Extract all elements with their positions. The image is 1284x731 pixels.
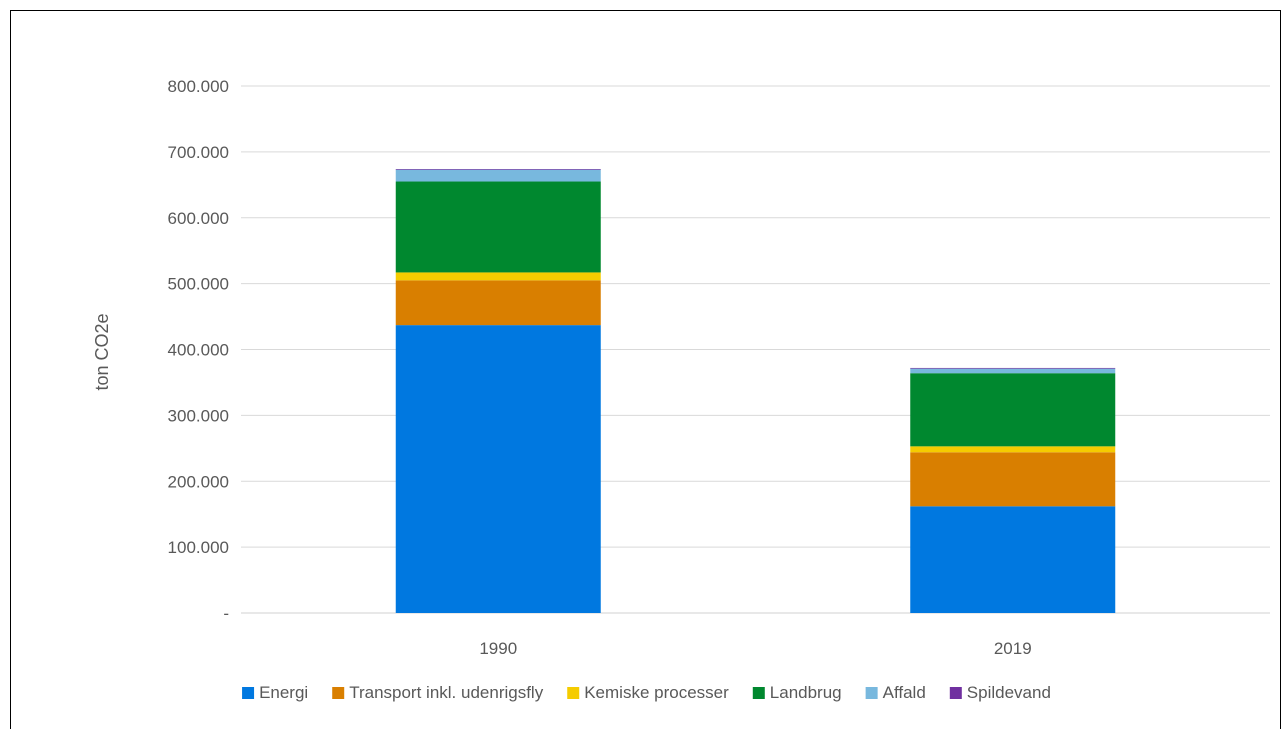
y-tick-label: 700.000 bbox=[168, 143, 229, 162]
bar-segment bbox=[395, 181, 601, 273]
legend-item: Landbrug bbox=[752, 683, 842, 702]
bar-segment bbox=[910, 506, 1116, 613]
chart: - 100.000 200.000 300.000 400.000 500.000 600.… bbox=[92, 77, 1270, 702]
bar-segment bbox=[395, 169, 601, 170]
bar-segment bbox=[910, 452, 1116, 507]
legend-swatch bbox=[865, 687, 878, 699]
y-tick-label: 600.000 bbox=[168, 209, 229, 228]
gridlines bbox=[241, 85, 1270, 614]
y-tick-label: 800.000 bbox=[168, 77, 229, 96]
x-tick-label: 2019 bbox=[994, 639, 1032, 658]
legend-swatch bbox=[752, 687, 765, 699]
bar-segment bbox=[395, 325, 601, 613]
y-tick-label: 400.000 bbox=[168, 341, 229, 360]
legend-swatch bbox=[949, 687, 962, 699]
legend-swatch bbox=[242, 687, 255, 699]
bar-segment bbox=[395, 169, 601, 182]
bar-segment bbox=[910, 446, 1116, 453]
legend-swatch bbox=[332, 687, 345, 699]
legend-item: Energi bbox=[242, 683, 308, 702]
legend-label: Landbrug bbox=[770, 683, 842, 702]
y-tick-label: 200.000 bbox=[168, 472, 229, 491]
y-axis-title: ton CO2e bbox=[92, 313, 112, 390]
x-axis-ticks: 1990 2019 bbox=[479, 639, 1031, 658]
bar-segment bbox=[910, 367, 1116, 369]
chart-frame: - 100.000 200.000 300.000 400.000 500.000 600.… bbox=[10, 10, 1281, 729]
y-tick-label: 500.000 bbox=[168, 275, 229, 294]
legend-label: Kemiske processer bbox=[584, 683, 729, 702]
legend-item: Spildevand bbox=[949, 683, 1051, 702]
legend-label: Spildevand bbox=[967, 683, 1051, 702]
legend-item: Affald bbox=[865, 683, 926, 702]
y-tick-label: 300.000 bbox=[168, 406, 229, 425]
bar-segment bbox=[910, 373, 1116, 447]
legend-item: Kemiske processer bbox=[567, 683, 729, 702]
legend-label: Energi bbox=[259, 683, 308, 702]
legend-label: Affald bbox=[883, 683, 926, 702]
bar-segment bbox=[910, 368, 1116, 374]
bar-segment bbox=[395, 272, 601, 281]
legend: Energi Transport inkl. udenrigsfly Kemiske… bbox=[242, 683, 1051, 702]
bar-segment bbox=[395, 280, 601, 326]
y-axis-ticks: - 100.000 200.000 300.000 400.000 500.000 600.… bbox=[168, 77, 229, 623]
bars bbox=[395, 169, 1116, 613]
legend-item: Transport inkl. udenrigsfly bbox=[332, 683, 544, 702]
x-tick-label: 1990 bbox=[479, 639, 517, 658]
y-tick-label: 100.000 bbox=[168, 538, 229, 557]
y-tick-label: - bbox=[223, 604, 229, 623]
legend-swatch bbox=[567, 687, 580, 699]
legend-label: Transport inkl. udenrigsfly bbox=[349, 683, 544, 702]
